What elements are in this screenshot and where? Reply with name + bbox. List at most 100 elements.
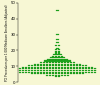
FancyBboxPatch shape [52, 75, 54, 76]
FancyBboxPatch shape [70, 70, 72, 71]
FancyBboxPatch shape [49, 67, 51, 68]
FancyBboxPatch shape [34, 64, 36, 65]
FancyBboxPatch shape [58, 73, 60, 74]
FancyBboxPatch shape [25, 72, 27, 73]
FancyBboxPatch shape [91, 68, 93, 70]
FancyBboxPatch shape [50, 60, 53, 62]
FancyBboxPatch shape [40, 62, 42, 63]
FancyBboxPatch shape [37, 73, 39, 74]
FancyBboxPatch shape [76, 70, 78, 71]
FancyBboxPatch shape [46, 70, 48, 71]
FancyBboxPatch shape [58, 51, 60, 52]
FancyBboxPatch shape [61, 73, 63, 74]
FancyBboxPatch shape [61, 70, 63, 71]
FancyBboxPatch shape [58, 75, 60, 76]
FancyBboxPatch shape [46, 65, 48, 66]
FancyBboxPatch shape [52, 70, 54, 71]
FancyBboxPatch shape [56, 59, 59, 60]
FancyBboxPatch shape [94, 70, 96, 71]
FancyBboxPatch shape [73, 62, 75, 63]
FancyBboxPatch shape [37, 65, 39, 66]
FancyBboxPatch shape [82, 67, 84, 68]
FancyBboxPatch shape [58, 70, 60, 71]
FancyBboxPatch shape [70, 68, 72, 70]
FancyBboxPatch shape [67, 67, 69, 68]
FancyBboxPatch shape [65, 59, 68, 60]
FancyBboxPatch shape [67, 64, 69, 65]
FancyBboxPatch shape [61, 56, 63, 57]
FancyBboxPatch shape [64, 68, 66, 70]
FancyBboxPatch shape [64, 72, 66, 73]
FancyBboxPatch shape [31, 70, 33, 71]
FancyBboxPatch shape [61, 72, 63, 73]
FancyBboxPatch shape [31, 73, 33, 74]
FancyBboxPatch shape [40, 73, 42, 74]
FancyBboxPatch shape [82, 73, 84, 74]
FancyBboxPatch shape [67, 68, 69, 70]
FancyBboxPatch shape [37, 64, 39, 65]
FancyBboxPatch shape [62, 60, 65, 62]
FancyBboxPatch shape [46, 72, 48, 73]
FancyBboxPatch shape [70, 62, 72, 63]
FancyBboxPatch shape [76, 67, 78, 68]
FancyBboxPatch shape [55, 72, 57, 73]
FancyBboxPatch shape [34, 67, 36, 68]
FancyBboxPatch shape [61, 68, 63, 70]
FancyBboxPatch shape [67, 70, 69, 71]
FancyBboxPatch shape [53, 60, 56, 62]
FancyBboxPatch shape [46, 67, 48, 68]
FancyBboxPatch shape [97, 70, 99, 71]
FancyBboxPatch shape [88, 72, 90, 73]
FancyBboxPatch shape [73, 65, 75, 66]
FancyBboxPatch shape [55, 65, 57, 66]
FancyBboxPatch shape [76, 64, 78, 65]
FancyBboxPatch shape [55, 64, 57, 65]
FancyBboxPatch shape [40, 70, 42, 71]
FancyBboxPatch shape [49, 68, 51, 70]
FancyBboxPatch shape [62, 59, 65, 60]
FancyBboxPatch shape [52, 68, 54, 70]
FancyBboxPatch shape [43, 65, 45, 66]
FancyBboxPatch shape [79, 68, 81, 70]
Y-axis label: PCI Procedures per 1,000 Medicare Enrollees (Adjusted): PCI Procedures per 1,000 Medicare Enroll… [5, 4, 9, 81]
FancyBboxPatch shape [88, 68, 90, 70]
FancyBboxPatch shape [76, 73, 78, 74]
FancyBboxPatch shape [58, 64, 60, 65]
FancyBboxPatch shape [49, 65, 51, 66]
FancyBboxPatch shape [82, 70, 84, 71]
FancyBboxPatch shape [46, 64, 48, 65]
FancyBboxPatch shape [25, 68, 27, 70]
FancyBboxPatch shape [94, 68, 96, 70]
FancyBboxPatch shape [34, 65, 36, 66]
FancyBboxPatch shape [49, 64, 51, 65]
FancyBboxPatch shape [59, 59, 62, 60]
FancyBboxPatch shape [52, 67, 54, 68]
FancyBboxPatch shape [22, 70, 24, 71]
FancyBboxPatch shape [31, 72, 33, 73]
FancyBboxPatch shape [55, 73, 57, 74]
FancyBboxPatch shape [46, 73, 48, 74]
FancyBboxPatch shape [16, 70, 18, 71]
FancyBboxPatch shape [49, 72, 51, 73]
FancyBboxPatch shape [56, 54, 59, 55]
FancyBboxPatch shape [91, 70, 93, 71]
FancyBboxPatch shape [58, 49, 60, 50]
FancyBboxPatch shape [13, 70, 15, 71]
FancyBboxPatch shape [91, 67, 93, 68]
FancyBboxPatch shape [52, 56, 54, 57]
FancyBboxPatch shape [40, 67, 42, 68]
FancyBboxPatch shape [85, 65, 87, 66]
FancyBboxPatch shape [68, 60, 71, 62]
FancyBboxPatch shape [55, 75, 57, 76]
FancyBboxPatch shape [55, 51, 57, 52]
FancyBboxPatch shape [58, 72, 60, 73]
FancyBboxPatch shape [61, 62, 63, 63]
FancyBboxPatch shape [79, 73, 81, 74]
FancyBboxPatch shape [61, 75, 63, 76]
FancyBboxPatch shape [53, 54, 56, 55]
FancyBboxPatch shape [67, 62, 69, 63]
FancyBboxPatch shape [56, 60, 59, 62]
FancyBboxPatch shape [61, 64, 63, 65]
FancyBboxPatch shape [76, 65, 78, 66]
FancyBboxPatch shape [64, 73, 66, 74]
